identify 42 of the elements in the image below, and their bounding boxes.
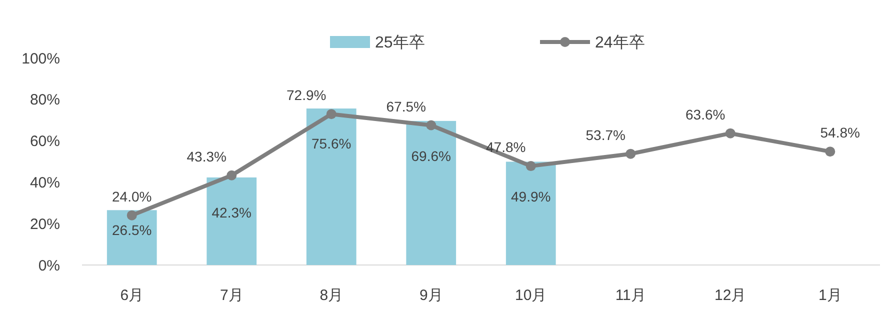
bar	[306, 108, 356, 265]
x-tick-label: 12月	[714, 287, 746, 304]
data-label: 49.9%	[511, 188, 551, 205]
legend-label: 25年卒	[375, 34, 425, 52]
point	[725, 128, 736, 138]
x-tick-label: 6月	[120, 287, 144, 304]
data-label: 75.6%	[312, 136, 352, 152]
x-tick-label: 8月	[320, 287, 344, 304]
legend-label: 24年卒	[595, 34, 645, 52]
point	[626, 148, 636, 159]
data-label: 47.8%	[486, 139, 526, 156]
point	[326, 109, 336, 120]
x-tick-label: 11月	[615, 287, 646, 304]
bar	[506, 162, 556, 265]
y-tick-label: 0%	[38, 257, 60, 274]
data-label: 54.8%	[820, 124, 860, 141]
bar	[106, 210, 157, 265]
y-tick-label: 100%	[22, 50, 60, 68]
data-label: 67.5%	[386, 98, 426, 114]
y-tick-label: 40%	[30, 174, 60, 192]
data-label: 26.5%	[112, 222, 152, 238]
bar	[206, 177, 257, 265]
point	[226, 170, 237, 180]
point	[426, 120, 436, 130]
x-tick-label: 9月	[419, 287, 443, 304]
bar	[406, 120, 456, 265]
data-label: 24.0%	[112, 188, 152, 204]
point	[526, 161, 536, 172]
point	[126, 210, 137, 220]
data-label: 53.7%	[586, 126, 626, 143]
data-label: 72.9%	[286, 87, 326, 104]
y-tick-label: 20%	[30, 216, 60, 233]
x-tick-label: 7月	[220, 287, 244, 304]
y-tick-label: 80%	[30, 92, 60, 109]
y-tick-label: 60%	[30, 133, 60, 150]
data-label: 43.3%	[186, 148, 226, 164]
data-label: 63.6%	[686, 106, 726, 122]
x-tick-label: 10月	[515, 287, 547, 304]
data-label: 69.6%	[411, 148, 451, 164]
point	[825, 146, 836, 157]
data-label: 42.3%	[212, 204, 252, 220]
x-tick-label: 1月	[818, 287, 842, 304]
